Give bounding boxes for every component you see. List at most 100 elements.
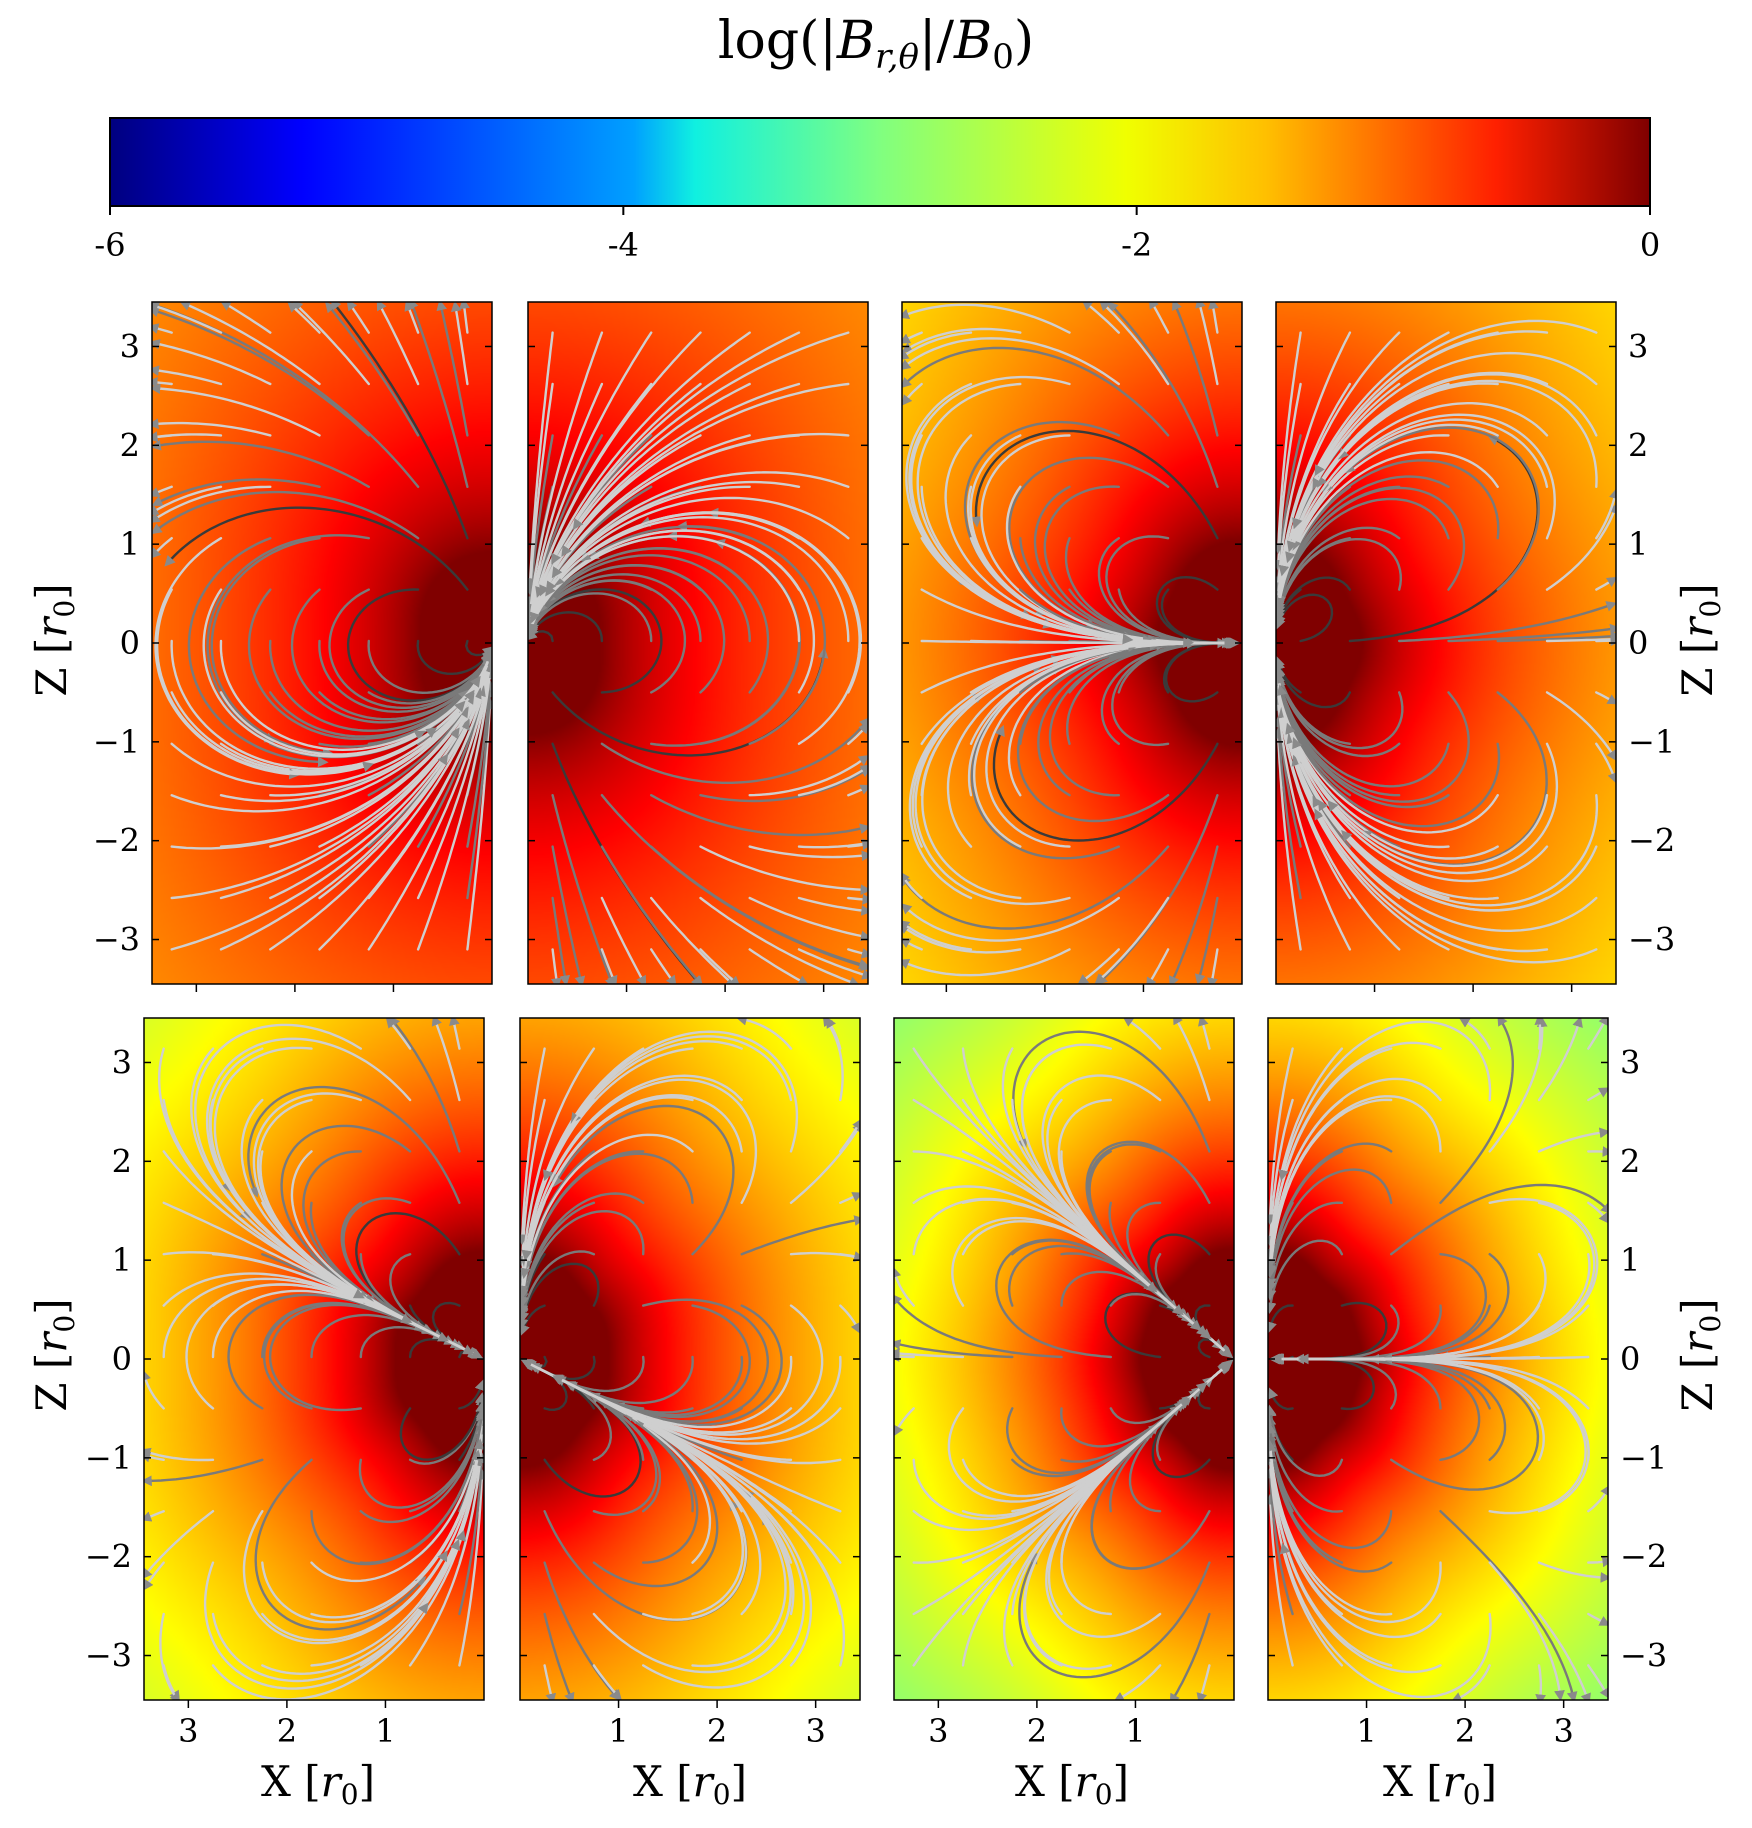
field-line — [152, 377, 173, 388]
field-line — [528, 331, 604, 615]
field-line — [902, 948, 1071, 977]
x-tick-label: 2 — [707, 1712, 727, 1750]
field-line — [650, 794, 868, 837]
field-line — [152, 339, 272, 386]
field-line — [1099, 302, 1170, 386]
colorbar: log(|Br,θ|/B0) -6 -4 -2 0 — [94, 11, 1660, 264]
field-line — [1171, 302, 1219, 437]
field-line — [170, 691, 466, 774]
field-line — [600, 896, 647, 984]
field-line — [520, 1098, 546, 1267]
field-line — [1314, 808, 1598, 964]
field-line — [1207, 948, 1219, 984]
field-line — [431, 1018, 461, 1102]
field-line — [1587, 1556, 1608, 1568]
field-line — [847, 839, 868, 851]
field-line — [291, 302, 370, 386]
z-tick-label: 0 — [1628, 624, 1648, 662]
field-line — [164, 506, 469, 591]
field-line — [1195, 302, 1219, 386]
field-line — [740, 1215, 860, 1256]
x-tick-label: 1 — [1356, 1712, 1376, 1750]
field-line — [1595, 691, 1616, 705]
colorbar-tick-label: -2 — [1121, 226, 1152, 264]
field-line — [551, 432, 850, 579]
field-line — [179, 302, 321, 386]
field-line — [797, 764, 868, 797]
field-line — [520, 1047, 596, 1283]
field-line — [894, 1348, 965, 1359]
field-line — [1268, 1077, 1442, 1276]
field-line — [205, 1037, 412, 1193]
streamlines — [144, 1018, 484, 1700]
field-line — [699, 948, 741, 984]
field-line — [521, 1039, 743, 1262]
field-line — [1276, 665, 1404, 750]
field-line — [1096, 794, 1219, 984]
field-line — [1312, 351, 1598, 490]
field-line — [902, 346, 1170, 437]
field-line — [155, 588, 374, 776]
field-line — [699, 896, 861, 984]
field-line — [1587, 1146, 1608, 1157]
field-line — [650, 896, 737, 984]
field-line — [894, 1293, 1063, 1359]
x-tick-label: 3 — [178, 1712, 198, 1750]
field-line — [528, 331, 702, 628]
field-line — [1268, 1387, 1294, 1411]
panel-bottom-2: 1 2 3 — [519, 1017, 861, 1750]
field-line — [521, 1093, 743, 1272]
field-line — [1314, 319, 1598, 477]
field-line — [385, 1018, 412, 1050]
field-line — [902, 920, 973, 951]
field-line — [203, 1561, 429, 1690]
field-line — [748, 754, 868, 797]
field-line — [376, 302, 420, 386]
streamlines — [520, 1018, 860, 1700]
field-line — [1587, 1018, 1608, 1050]
field-line — [902, 845, 1170, 930]
field-line — [408, 302, 469, 488]
field-line — [416, 667, 492, 900]
z-tick-label: 0 — [1620, 1340, 1640, 1378]
field-line — [1268, 1168, 1393, 1294]
field-line — [592, 1664, 622, 1700]
field-line — [1012, 1030, 1211, 1153]
field-line — [158, 1047, 365, 1299]
field-line — [1545, 502, 1616, 591]
field-line — [894, 1339, 1014, 1359]
field-line — [1285, 722, 1549, 883]
field-line — [650, 948, 677, 984]
field-line — [902, 327, 1022, 353]
z-tick-label: 0 — [112, 1340, 132, 1378]
field-line — [152, 485, 223, 516]
z-tick-label: 3 — [1628, 327, 1648, 365]
streamlines — [152, 302, 492, 951]
field-line — [1496, 630, 1616, 643]
field-line — [1268, 1047, 1294, 1226]
field-line — [324, 302, 420, 437]
field-line — [152, 383, 321, 437]
field-line — [458, 1379, 484, 1410]
field-line — [1447, 623, 1616, 643]
panel-top-1: −3 −2 −1 0 1 2 3 — [93, 301, 493, 992]
field-line — [1276, 497, 1450, 617]
field-line — [287, 302, 321, 334]
field-line — [528, 331, 653, 623]
field-line — [822, 1018, 844, 1102]
z-label-bottom-left: Z [r0] — [27, 1298, 81, 1411]
field-line — [202, 588, 426, 758]
z-tick-label: 2 — [1628, 426, 1648, 464]
field-line — [1317, 373, 1598, 488]
field-line — [1268, 1454, 1344, 1667]
field-line — [1587, 1087, 1608, 1102]
panel-top-3 — [901, 301, 1243, 992]
field-line — [847, 722, 868, 745]
colorbar-ticks: -6 -4 -2 0 — [94, 206, 1660, 264]
field-line — [170, 639, 438, 771]
field-line — [847, 893, 868, 905]
field-line — [572, 331, 850, 531]
field-line — [1587, 1664, 1608, 1699]
field-line — [1276, 486, 1466, 617]
field-line — [1439, 1018, 1514, 1204]
